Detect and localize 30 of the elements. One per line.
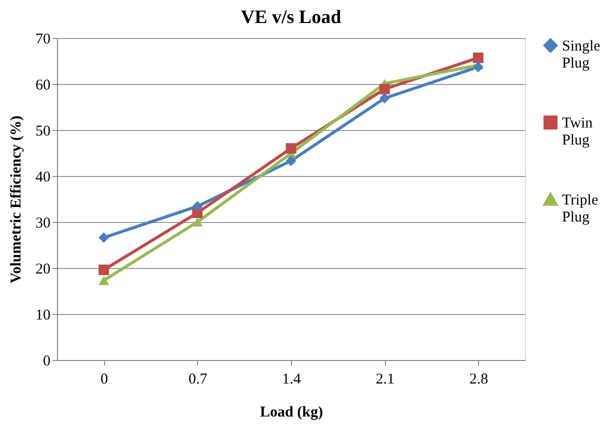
point <box>98 276 110 285</box>
x-tick-label: 1.4 <box>282 372 302 388</box>
y-tick-label: 20 <box>36 262 50 278</box>
point <box>286 156 296 166</box>
y-tick-label: 70 <box>36 32 50 48</box>
point <box>472 52 484 64</box>
y-tick-label: 0 <box>43 354 50 370</box>
x-tick-label: 2.8 <box>469 372 488 388</box>
y-tick-label: 30 <box>36 216 50 232</box>
x-tick-label: 0.7 <box>188 372 208 388</box>
legend-label: Triple Plug <box>562 192 598 226</box>
y-tick-label: 50 <box>36 124 50 140</box>
x-axis-title: Load (kg) <box>260 404 323 420</box>
point <box>98 264 110 276</box>
point <box>192 201 203 212</box>
legend-label: Twin Plug <box>562 116 594 148</box>
point <box>98 232 110 243</box>
y-tick-label: 40 <box>36 170 50 186</box>
legend-label: Single Plug <box>562 38 601 72</box>
x-tick-label: 0 <box>100 372 108 388</box>
point <box>379 93 390 104</box>
chart-title: VE v/s Load <box>240 7 342 28</box>
point <box>192 217 203 227</box>
point <box>379 84 390 94</box>
point <box>472 62 484 72</box>
point <box>286 143 296 154</box>
x-tick-label: 2.1 <box>376 372 394 388</box>
y-tick-label: 10 <box>36 308 50 324</box>
y-tick-label: 60 <box>36 78 50 94</box>
y-axis-title: Volumetric Efficiency (%) <box>8 116 24 284</box>
